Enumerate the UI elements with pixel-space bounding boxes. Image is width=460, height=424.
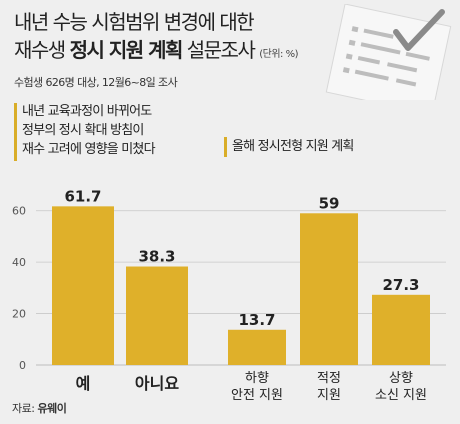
category-label: 하향	[245, 371, 269, 386]
data-label: 13.7	[238, 311, 275, 329]
y-tick-label: 60	[12, 205, 26, 218]
category-label: 예	[76, 374, 91, 393]
question-1-marker	[14, 103, 17, 161]
source-name: 유웨이	[37, 402, 67, 415]
category-label: 지원	[317, 388, 341, 403]
title-bold: 정시 지원 계획	[69, 38, 184, 62]
unit-label: (단위: %)	[259, 49, 298, 60]
category-label: 소신 지원	[375, 388, 427, 403]
checklist-paper-icon	[325, 4, 452, 100]
source-label: 자료:	[12, 402, 35, 415]
question-1-line-1: 내년 교육과정이 바뀌어도	[22, 104, 152, 119]
question-1-line-2: 정부의 정시 확대 방침이	[22, 123, 144, 138]
title-prefix: 재수생	[14, 38, 66, 62]
question-1-text: 내년 교육과정이 바뀌어도 정부의 정시 확대 방침이 재수 고려에 영향을 미…	[22, 102, 156, 159]
y-tick-label: 0	[19, 359, 26, 372]
bar-chart2	[300, 213, 358, 365]
survey-subtitle: 수험생 626명 대상, 12월6~8일 조사	[14, 76, 178, 89]
category-label: 아니요	[135, 374, 179, 393]
source-note: 자료: 유웨이	[12, 400, 67, 416]
bar-chart1	[126, 266, 188, 365]
bar-chart2	[228, 329, 286, 365]
bar-chart1	[52, 206, 114, 365]
data-label: 61.7	[64, 187, 101, 205]
title-suffix: 설문조사	[186, 38, 256, 62]
data-label: 59	[319, 194, 340, 212]
y-tick-label: 40	[12, 256, 26, 269]
data-label: 27.3	[382, 276, 419, 294]
question-1-line-3: 재수 고려에 영향을 미쳤다	[22, 142, 156, 157]
data-label: 38.3	[138, 248, 175, 266]
title-line-1: 내년 수능 시험범위 변경에 대한	[14, 10, 255, 34]
category-label: 안전 지원	[231, 388, 283, 403]
y-tick-label: 20	[12, 308, 26, 321]
title-line-2: 재수생 정시 지원 계획 설문조사 (단위: %)	[14, 34, 298, 63]
category-label: 상향	[389, 371, 413, 386]
question-2-text: 올해 정시전형 지원 계획	[232, 139, 354, 154]
category-label: 적정	[317, 371, 341, 386]
bar-chart2	[372, 294, 430, 365]
question-2-marker	[224, 137, 227, 157]
